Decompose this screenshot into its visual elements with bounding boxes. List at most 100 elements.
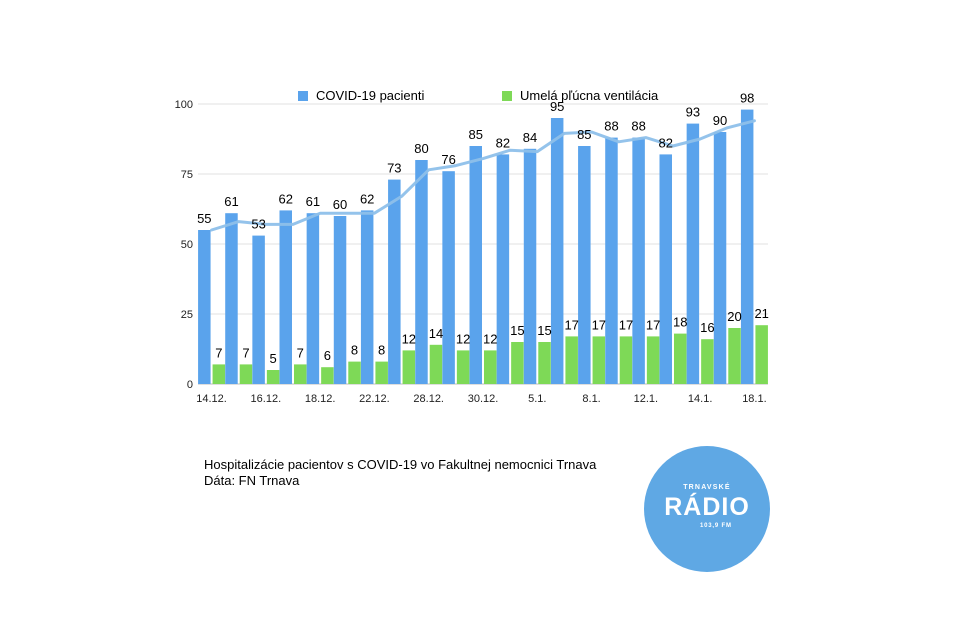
data-label-covid: 93 (686, 105, 700, 120)
bar-ventilation (212, 364, 226, 384)
data-labels: 5576175356276166086287312801476128512821… (197, 91, 769, 366)
bar-ventilation (266, 370, 280, 384)
bar-ventilation (538, 342, 551, 384)
data-label-covid: 55 (197, 211, 211, 226)
bar-covid (523, 148, 537, 384)
data-label-ventilation: 6 (324, 348, 331, 363)
bar-covid (496, 154, 510, 384)
x-tick-label: 18.1. (742, 393, 766, 405)
y-tick-label: 100 (175, 99, 193, 111)
logo-main-text: RÁDIO (664, 493, 750, 521)
data-label-ventilation: 17 (646, 317, 660, 332)
bar-covid (442, 171, 455, 384)
x-tick-label: 14.12. (196, 393, 227, 405)
y-tick-label: 50 (181, 239, 193, 251)
data-label-covid: 61 (224, 194, 238, 209)
bar-ventilation (728, 328, 741, 384)
bar-covid (198, 230, 211, 384)
data-label-ventilation: 5 (269, 351, 276, 366)
bar-ventilation (646, 336, 660, 384)
bar-covid (632, 137, 645, 384)
bar-covid (360, 210, 374, 384)
y-tick-label: 0 (187, 379, 193, 391)
data-label-ventilation: 17 (564, 317, 578, 332)
bar-covid (388, 179, 401, 384)
bar-covid (469, 146, 482, 384)
bar-ventilation (619, 336, 633, 384)
data-label-ventilation: 17 (592, 317, 606, 332)
data-label-ventilation: 12 (456, 331, 470, 346)
data-label-covid: 62 (279, 191, 293, 206)
logo-frequency-text: 103,9 FM (700, 523, 732, 529)
bar-covid (415, 160, 428, 384)
x-tick-label: 18.12. (305, 393, 336, 405)
y-tick-label: 75 (181, 169, 193, 181)
bar-ventilation (348, 361, 361, 384)
data-label-ventilation: 8 (378, 343, 385, 358)
logo-top-text: TRNAVSKÉ (683, 484, 731, 491)
data-label-covid: 62 (360, 191, 374, 206)
caption-title: Hospitalizácie pacientov s COVID-19 vo F… (204, 457, 597, 472)
bar-ventilation (674, 333, 687, 384)
caption-source: Dáta: FN Trnava (204, 473, 300, 488)
data-label-covid: 61 (306, 194, 320, 209)
bar-ventilation (565, 336, 578, 384)
x-tick-label: 5.1. (528, 393, 546, 405)
bar-ventilation (402, 350, 416, 384)
y-axis-ticks: 0 25 50 75 100 (175, 99, 193, 391)
data-label-ventilation: 15 (510, 323, 524, 338)
data-label-ventilation: 7 (215, 345, 222, 360)
bar-covid (578, 146, 591, 384)
x-tick-label: 8.1. (582, 393, 600, 405)
data-label-ventilation: 16 (700, 320, 714, 335)
bar-ventilation (429, 344, 443, 384)
data-label-covid: 88 (631, 119, 645, 134)
data-label-covid: 82 (496, 135, 510, 150)
bar-covid (659, 154, 672, 384)
x-tick-label: 12.1. (634, 393, 658, 405)
data-label-ventilation: 18 (673, 315, 687, 330)
data-label-covid: 88 (604, 119, 618, 134)
x-tick-label: 16.12. (251, 393, 282, 405)
data-label-covid: 90 (713, 113, 727, 128)
x-tick-label: 28.12. (413, 393, 444, 405)
data-label-covid: 60 (333, 197, 347, 212)
bar-ventilation (239, 364, 253, 384)
x-tick-label: 22.12. (359, 393, 390, 405)
bar-covid (713, 132, 727, 384)
bar-covid (686, 123, 700, 384)
x-tick-label: 14.1. (688, 393, 712, 405)
radio-logo: TRNAVSKÉ RÁDIO 103,9 FM (644, 446, 770, 572)
data-label-ventilation: 12 (483, 331, 497, 346)
data-label-ventilation: 15 (537, 323, 551, 338)
data-label-covid: 85 (469, 127, 483, 142)
data-label-ventilation: 20 (727, 309, 741, 324)
legend-label-covid: COVID-19 pacienti (316, 88, 425, 103)
y-tick-label: 25 (181, 309, 193, 321)
bar-covid (279, 210, 292, 384)
bar-ventilation (484, 350, 497, 384)
bar-ventilation (375, 361, 388, 384)
grid (198, 103, 768, 385)
x-axis-ticks: 14.12. 16.12. 18.12. 22.12. 28.12. 30.12. 5.1.… (196, 393, 766, 405)
data-label-covid: 98 (740, 91, 754, 106)
bar-covid (740, 109, 754, 384)
data-label-ventilation: 8 (351, 343, 358, 358)
legend-item-covid: COVID-19 pacienti (298, 88, 424, 103)
bar-covid (605, 137, 618, 384)
data-label-ventilation: 7 (242, 345, 249, 360)
legend-swatch-covid (298, 90, 308, 101)
data-label-ventilation: 12 (402, 331, 416, 346)
bar-covid (306, 213, 320, 384)
data-label-covid: 84 (523, 130, 537, 145)
data-label-covid: 76 (441, 152, 455, 167)
legend-item-ventilation: Umelá pľúcna ventilácia (502, 88, 658, 103)
bar-covid (333, 216, 347, 384)
bar-ventilation (456, 350, 470, 384)
data-label-ventilation: 14 (429, 326, 443, 341)
legend-swatch-ventilation (502, 90, 512, 101)
bar-ventilation (755, 325, 768, 384)
legend-label-ventilation: Umelá pľúcna ventilácia (520, 88, 659, 103)
bar-covid (225, 213, 238, 384)
